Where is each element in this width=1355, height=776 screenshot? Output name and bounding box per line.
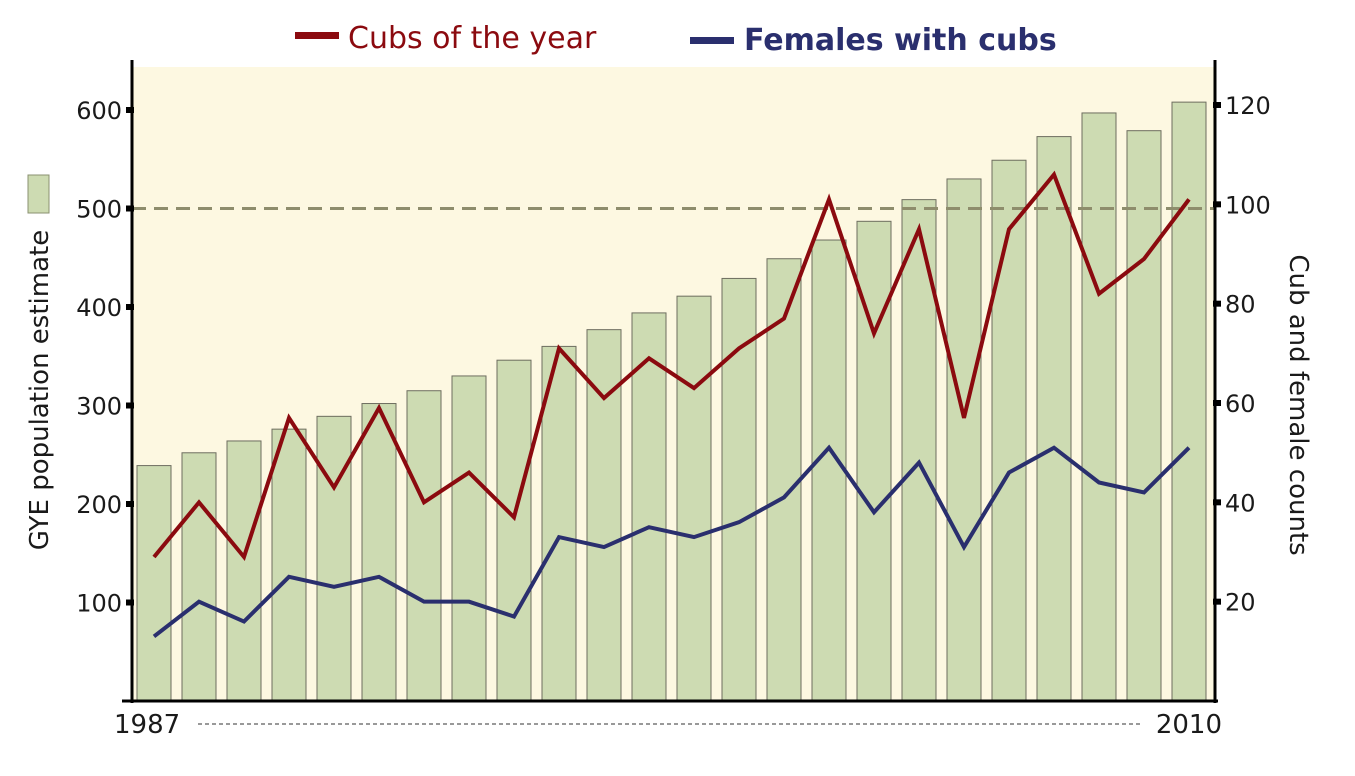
legend-swatch-females: [690, 37, 734, 44]
legend-swatch-cubs: [295, 32, 339, 39]
bar-1987: [137, 466, 171, 701]
bar-legend-swatch: [28, 175, 49, 213]
right-tick-label: 40: [1225, 489, 1256, 517]
left-tick-mark: [126, 501, 134, 507]
bar-2008: [1082, 113, 1116, 701]
x-tick-label-end: 2010: [1156, 710, 1222, 740]
bar-1999: [677, 296, 711, 701]
left-tick-mark: [126, 206, 134, 212]
right-tick-mark: [1213, 599, 1221, 605]
right-tick-label: 100: [1225, 191, 1271, 219]
left-tick-mark: [126, 107, 134, 113]
right-tick-label: 80: [1225, 291, 1256, 319]
bar-2006: [992, 160, 1026, 701]
bar-2005: [947, 179, 981, 701]
bar-1988: [182, 453, 216, 701]
bar-1993: [407, 391, 441, 701]
left-tick-mark: [126, 304, 134, 310]
right-axis-label: Cub and female counts: [1283, 254, 1313, 555]
bar-1989: [227, 441, 261, 701]
legend-label-cubs: Cubs of the year: [348, 21, 597, 56]
right-tick-mark: [1213, 400, 1221, 406]
left-tick-label: 400: [76, 294, 122, 322]
left-tick-mark: [126, 403, 134, 409]
right-tick-label: 120: [1225, 92, 1271, 120]
left-tick-label: 600: [76, 97, 122, 125]
bar-1990: [272, 429, 306, 701]
right-tick-label: 60: [1225, 390, 1256, 418]
right-tick-mark: [1213, 201, 1221, 207]
bar-2010: [1172, 102, 1206, 701]
bar-1994: [452, 376, 486, 701]
bar-2009: [1127, 131, 1161, 701]
bar-1995: [497, 360, 531, 701]
bar-1991: [317, 416, 351, 701]
legend-label-females: Females with cubs: [744, 23, 1057, 58]
bar-1992: [362, 404, 396, 701]
bar-2007: [1037, 137, 1071, 701]
left-tick-label: 500: [76, 196, 122, 224]
left-tick-label: 100: [76, 590, 122, 618]
x-tick-label-start: 1987: [114, 710, 180, 740]
right-tick-mark: [1213, 102, 1221, 108]
left-tick-mark: [126, 600, 134, 606]
left-tick-label: 300: [76, 393, 122, 421]
right-tick-mark: [1213, 499, 1221, 505]
left-axis-label: GYE population estimate: [25, 230, 55, 550]
right-tick-mark: [1213, 301, 1221, 307]
right-tick-label: 20: [1225, 589, 1256, 617]
left-tick-label: 200: [76, 491, 122, 519]
bar-2002: [812, 240, 846, 701]
